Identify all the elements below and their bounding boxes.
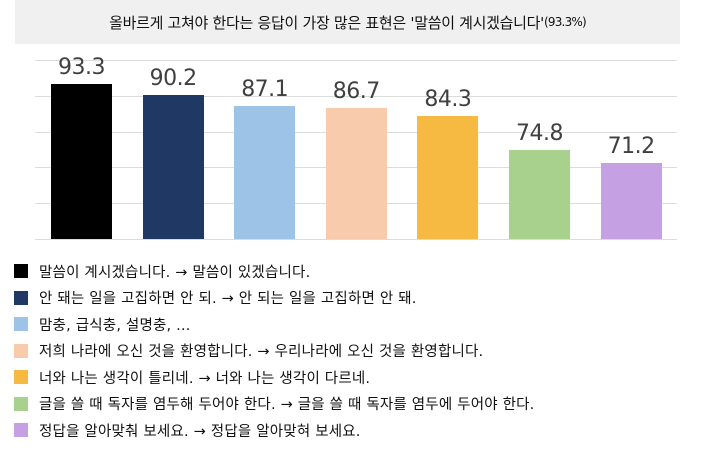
bar-value-label: 93.3 bbox=[58, 54, 105, 80]
bar-value-label: 87.1 bbox=[241, 77, 289, 103]
legend-label: 안 돼는 일을 고집하면 안 되. → 안 되는 일을 고집하면 안 돼. bbox=[39, 291, 417, 308]
bar bbox=[234, 106, 296, 239]
legend-swatch-icon bbox=[14, 264, 28, 279]
legend-label: 저희 나라에 오신 것을 환영합니다. → 우리나라에 오신 것을 환영합니다. bbox=[39, 344, 484, 361]
gridline bbox=[35, 60, 677, 61]
bar-value-label: 90.2 bbox=[149, 66, 197, 92]
chart-title-suffix: (93.3%) bbox=[544, 15, 587, 29]
legend-item: 너와 나는 생각이 틀리네. → 너와 나는 생각이 다르네. bbox=[14, 364, 535, 391]
bar-value-label: 71.2 bbox=[607, 134, 655, 160]
legend-label: 정답을 알아맞춰 보세요. → 정답을 알아맞혀 보세요. bbox=[39, 423, 361, 440]
legend-swatch-icon bbox=[14, 290, 28, 305]
bar bbox=[509, 150, 570, 239]
bar-chart-plot: 93.3 90.2 87.1 86.7 84.3 74.8 71.2 bbox=[35, 54, 677, 240]
chart-title-main: 올바르게 고쳐야 한다는 응답이 가장 많은 표현은 '말씀이 계시겠습니다' bbox=[109, 13, 544, 32]
bar bbox=[600, 163, 662, 239]
legend-label: 글을 쓸 때 독자를 염두해 두어야 한다. → 글을 쓸 때 독자를 염두에 … bbox=[39, 397, 535, 414]
bar-value-label: 84.3 bbox=[424, 87, 472, 113]
legend-label: 말씀이 계시겠습니다. → 말씀이 있겠습니다. bbox=[39, 264, 311, 281]
legend-item: 말씀이 계시겠습니다. → 말씀이 있겠습니다. bbox=[14, 258, 535, 285]
gridline bbox=[35, 95, 677, 97]
legend-item: 정답을 알아맞춰 보세요. → 정답을 알아맞혀 보세요. bbox=[14, 417, 535, 444]
legend-swatch-icon bbox=[14, 396, 28, 411]
bar bbox=[417, 116, 479, 239]
legend-swatch-icon bbox=[14, 317, 28, 332]
bar bbox=[142, 95, 204, 239]
legend-item: 저희 나라에 오신 것을 환영합니다. → 우리나라에 오신 것을 환영합니다. bbox=[14, 338, 535, 365]
legend-label: 맘충, 급식충, 설명충, ... bbox=[39, 317, 191, 334]
legend-swatch-icon bbox=[14, 423, 28, 438]
chart-legend: 말씀이 계시겠습니다. → 말씀이 있겠습니다. 안 돼는 일을 고집하면 안 되… bbox=[14, 258, 535, 444]
legend-swatch-icon bbox=[14, 370, 28, 385]
chart-title: 올바르게 고쳐야 한다는 응답이 가장 많은 표현은 '말씀이 계시겠습니다'(… bbox=[15, 0, 680, 44]
bar-value-label: 74.8 bbox=[516, 121, 563, 147]
gridline bbox=[35, 239, 677, 240]
legend-item: 글을 쓸 때 독자를 염두해 두어야 한다. → 글을 쓸 때 독자를 염두에 … bbox=[14, 391, 535, 418]
bar-value-label: 86.7 bbox=[332, 78, 380, 104]
legend-item: 맘충, 급식충, 설명충, ... bbox=[14, 311, 535, 338]
bar bbox=[325, 107, 387, 239]
legend-label: 너와 나는 생각이 틀리네. → 너와 나는 생각이 다르네. bbox=[39, 370, 371, 387]
bar bbox=[51, 83, 112, 239]
legend-swatch-icon bbox=[14, 343, 28, 358]
legend-item: 안 돼는 일을 고집하면 안 되. → 안 되는 일을 고집하면 안 돼. bbox=[14, 285, 535, 312]
